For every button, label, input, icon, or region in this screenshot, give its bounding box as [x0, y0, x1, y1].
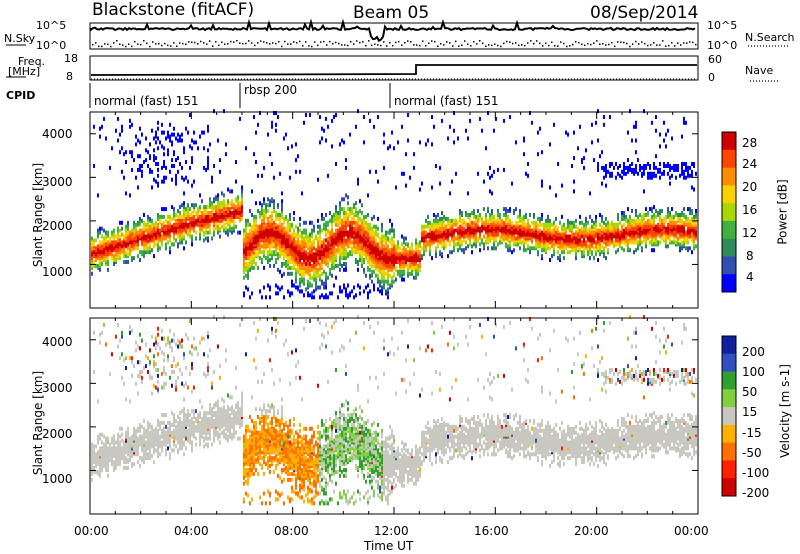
freq-line: [90, 64, 697, 76]
freq-panel: [6, 55, 780, 82]
nsky-label: N.Sky: [4, 32, 36, 45]
cpid-label: CPID: [6, 89, 36, 102]
xtick-0400: 04:00: [174, 524, 209, 538]
nave-label: Nave: [745, 64, 774, 77]
velocity-panel: [89, 315, 699, 515]
power-ytick-2000: 2000: [42, 219, 73, 233]
cpid-segment-1: normal (fast) 151: [94, 94, 199, 108]
power-cbar-tick-20: 20: [742, 180, 758, 194]
power-ytick-1000: 1000: [42, 265, 73, 279]
velocity-axis-ticks: [89, 318, 699, 514]
beam-label: Beam 05: [353, 3, 430, 23]
vel-cbar-tick-15: 15: [742, 405, 758, 419]
nsearch-label: N.Search: [745, 31, 795, 44]
vel-cbar-tick-100: 100: [742, 365, 765, 379]
nave-tick-bottom: 0: [708, 71, 715, 84]
vel-cbar-tick-neg200: -200: [742, 486, 770, 500]
velocity-ytick-2000: 2000: [42, 427, 73, 441]
vel-cbar-tick-neg100: -100: [742, 466, 770, 480]
power-cbar-tick-28: 28: [742, 136, 758, 150]
freq-label-line2: [MHz]: [8, 65, 41, 78]
velocity-ytick-4000: 4000: [42, 335, 73, 349]
nsearch-tick-top: 10^5: [707, 19, 738, 32]
nsky-line: [90, 18, 696, 43]
power-ytick-4000: 4000: [42, 127, 73, 141]
nsky-tick-top: 10^5: [36, 19, 67, 32]
power-colorbar: [721, 131, 737, 293]
xtick-1200: 12:00: [374, 524, 409, 538]
velocity-ytick-1000: 1000: [42, 472, 73, 486]
power-data: [91, 109, 697, 300]
power-cbar-tick-8: 8: [746, 249, 754, 263]
vel-cbar-tick-neg50: -50: [742, 446, 762, 460]
radar-title: Blackstone (fitACF): [92, 0, 255, 20]
vel-cbar-tick-50: 50: [742, 385, 758, 399]
power-cbar-tick-12: 12: [742, 226, 758, 240]
power-cbar-tick-16: 16: [742, 203, 758, 217]
nsearch-tick-bottom: 10^0: [707, 39, 738, 52]
nsky-panel: [6, 18, 788, 50]
nsky-tick-bottom: 10^0: [36, 39, 67, 52]
power-panel: [89, 109, 699, 309]
xtick-0000-end: 00:00: [674, 524, 709, 538]
velocity-ytick-3000: 3000: [42, 381, 73, 395]
vel-cbar-tick-200: 200: [742, 345, 765, 359]
xlabel: Time UT: [364, 539, 414, 553]
freq-tick-top: 18: [64, 52, 78, 65]
power-cbar-tick-24: 24: [742, 157, 758, 171]
xtick-1600: 16:00: [474, 524, 509, 538]
freq-tick-bottom: 8: [66, 70, 73, 83]
xtick-2000: 20:00: [574, 524, 609, 538]
nave-tick-top: 60: [708, 53, 722, 66]
power-axis-ticks: [89, 112, 699, 308]
freq-label-line1: Freq.: [18, 55, 46, 68]
power-ytick-3000: 3000: [42, 175, 73, 189]
xtick-0800: 08:00: [274, 524, 309, 538]
nsearch-dots: [92, 40, 697, 48]
velocity-data: [91, 315, 697, 506]
power-cbar-tick-4: 4: [746, 270, 754, 284]
velocity-colorbar: [721, 335, 737, 497]
xtick-0000: 00:00: [74, 524, 109, 538]
cpid-segment-3: normal (fast) 151: [394, 94, 499, 108]
cpid-segment-2: rbsp 200: [244, 83, 298, 97]
vel-cbar-tick-neg15: -15: [742, 426, 762, 440]
date-label: 08/Sep/2014: [590, 3, 699, 23]
